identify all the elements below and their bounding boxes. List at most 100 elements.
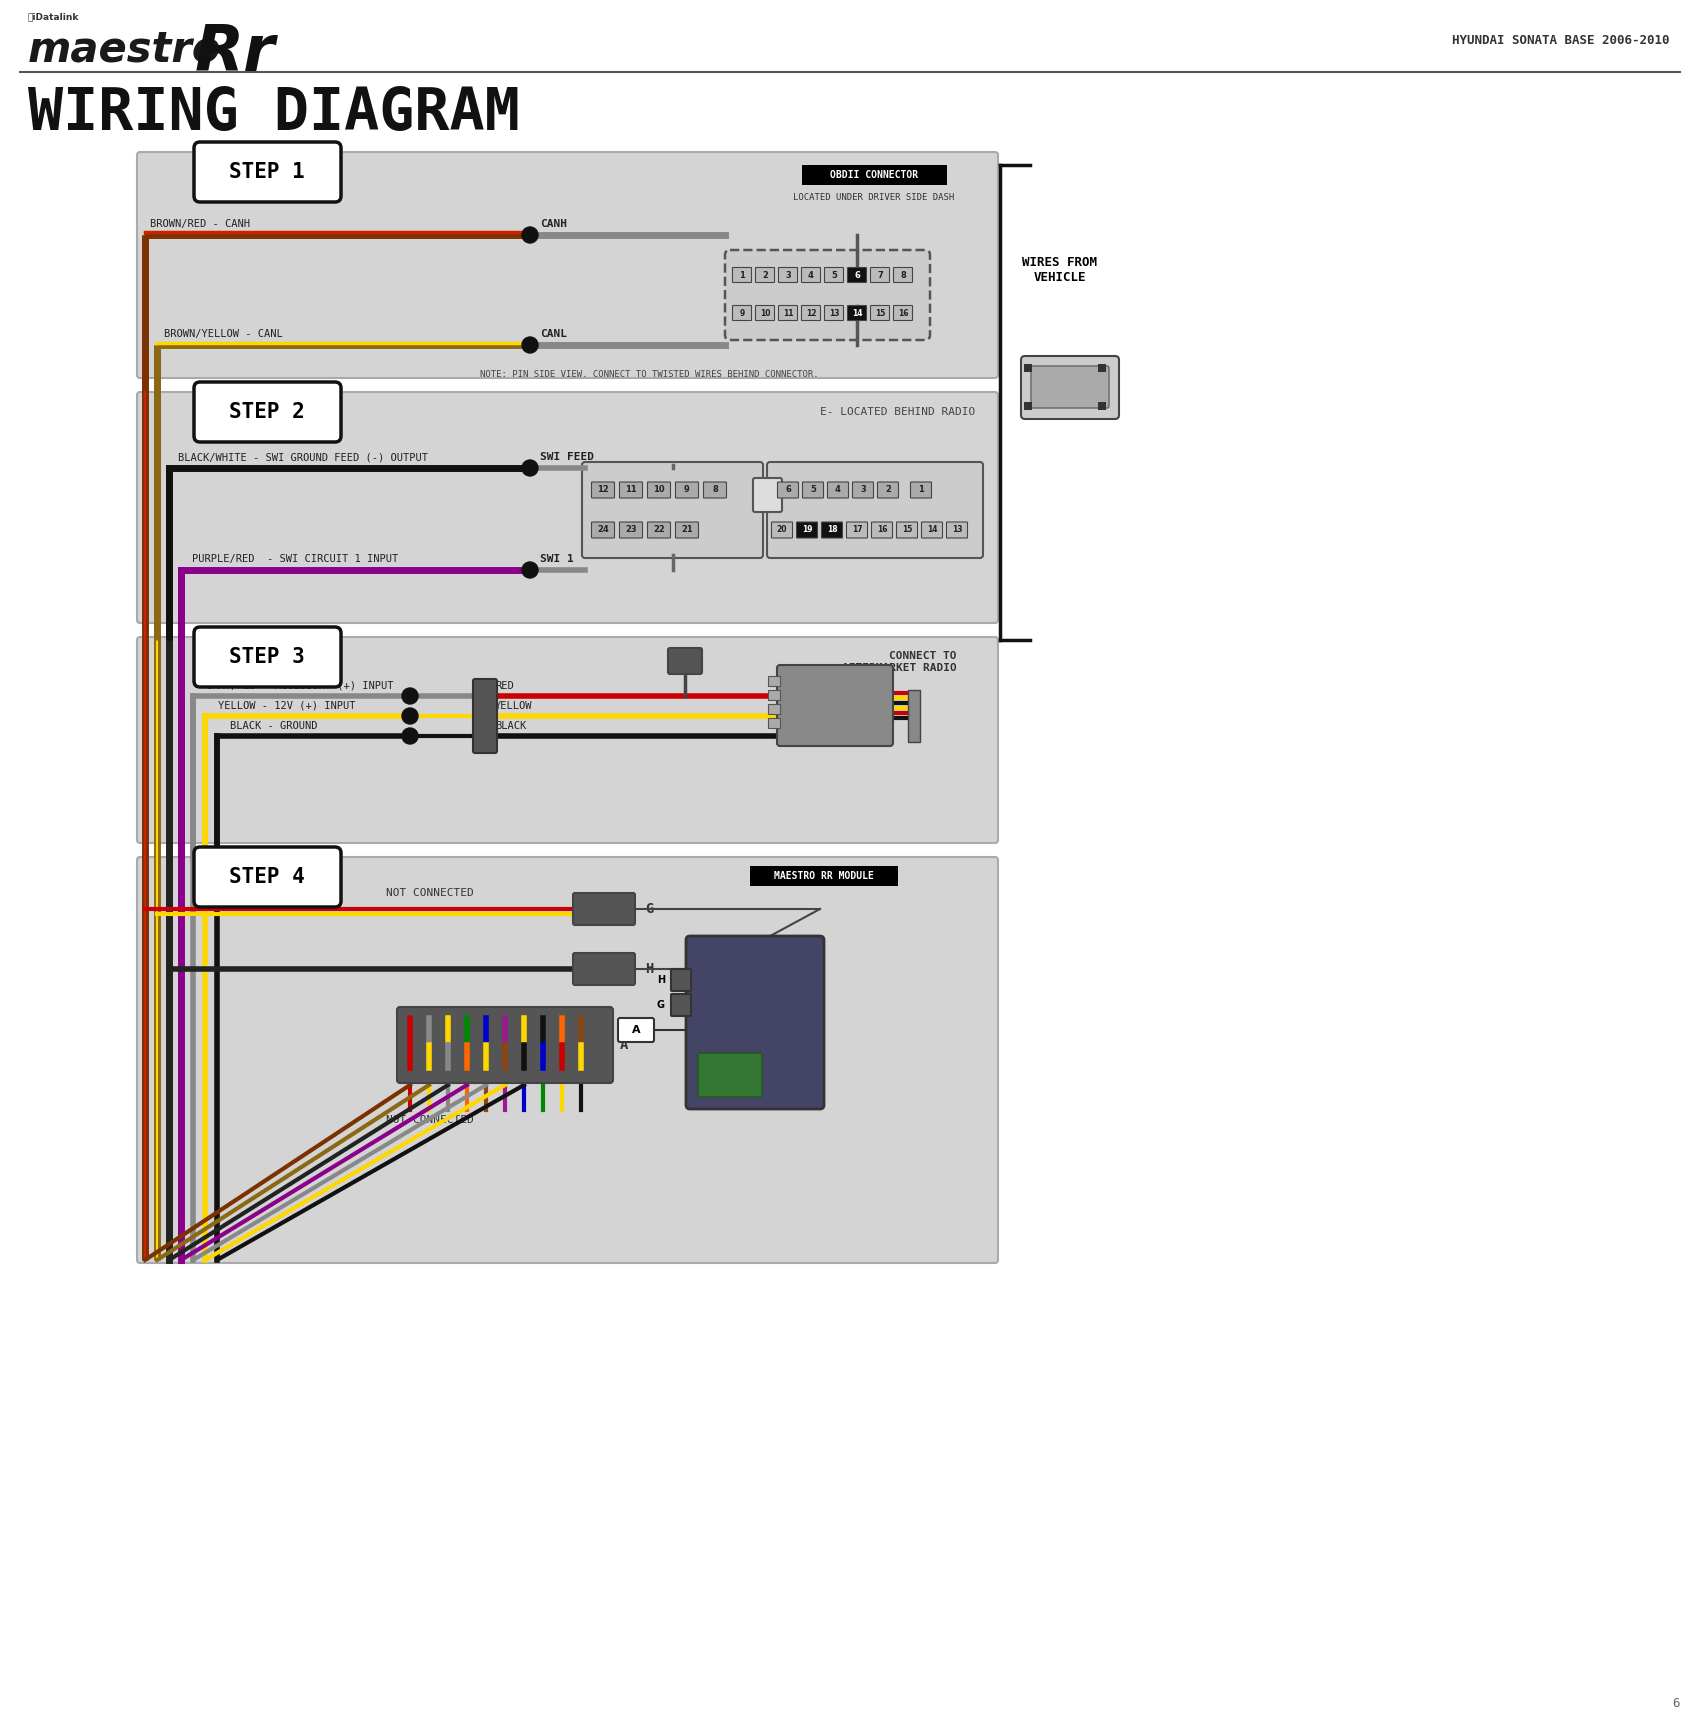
Text: YELLOW: YELLOW — [495, 701, 532, 711]
FancyBboxPatch shape — [619, 483, 643, 498]
Text: STEP 2: STEP 2 — [230, 401, 304, 422]
Bar — [1098, 363, 1107, 372]
Text: 24: 24 — [597, 526, 609, 535]
Text: 19: 19 — [802, 526, 813, 535]
FancyBboxPatch shape — [194, 142, 342, 202]
Text: 13: 13 — [828, 308, 840, 318]
FancyBboxPatch shape — [724, 251, 930, 341]
FancyBboxPatch shape — [852, 483, 874, 498]
Text: 8: 8 — [712, 486, 717, 495]
Text: 6: 6 — [1673, 1697, 1680, 1709]
Bar — [1023, 363, 1032, 372]
Circle shape — [401, 728, 418, 744]
Text: 8: 8 — [899, 270, 906, 280]
FancyBboxPatch shape — [779, 268, 797, 282]
Bar — [908, 690, 920, 742]
FancyBboxPatch shape — [755, 268, 775, 282]
Text: 11: 11 — [626, 486, 638, 495]
Bar — [768, 718, 780, 728]
FancyBboxPatch shape — [138, 637, 998, 843]
Text: 18: 18 — [826, 526, 838, 535]
FancyBboxPatch shape — [872, 522, 892, 538]
Text: 2: 2 — [886, 486, 891, 495]
Text: LOCATED UNDER DRIVER SIDE DASH: LOCATED UNDER DRIVER SIDE DASH — [794, 194, 955, 202]
Text: CANH: CANH — [541, 220, 568, 228]
Text: 12: 12 — [597, 486, 609, 495]
FancyBboxPatch shape — [894, 268, 913, 282]
Text: CONNECT TO
AFTERMARKET RADIO: CONNECT TO AFTERMARKET RADIO — [842, 650, 957, 673]
Bar — [768, 676, 780, 687]
Text: 22: 22 — [653, 526, 665, 535]
Text: 12: 12 — [806, 308, 816, 318]
Text: Rr: Rr — [196, 22, 275, 85]
Text: 1: 1 — [740, 270, 745, 280]
Text: MAESTRO RR MODULE: MAESTRO RR MODULE — [774, 870, 874, 881]
Circle shape — [401, 708, 418, 723]
Text: 3: 3 — [785, 270, 791, 280]
Text: 9: 9 — [683, 486, 690, 495]
Text: 23: 23 — [626, 526, 638, 535]
FancyBboxPatch shape — [777, 664, 892, 746]
Circle shape — [401, 689, 418, 704]
Text: 14: 14 — [927, 526, 937, 535]
FancyBboxPatch shape — [675, 483, 699, 498]
FancyBboxPatch shape — [870, 268, 889, 282]
Text: 5: 5 — [811, 486, 816, 495]
Text: 5: 5 — [831, 270, 836, 280]
FancyBboxPatch shape — [592, 483, 614, 498]
FancyBboxPatch shape — [619, 522, 643, 538]
Text: SWI 1: SWI 1 — [541, 554, 573, 564]
Text: CANL: CANL — [541, 329, 568, 339]
FancyBboxPatch shape — [767, 462, 983, 559]
FancyBboxPatch shape — [847, 522, 867, 538]
Text: HYUNDAI SONATA BASE 2006-2010: HYUNDAI SONATA BASE 2006-2010 — [1452, 33, 1669, 47]
FancyBboxPatch shape — [672, 995, 690, 1016]
Text: E- LOCATED BEHIND RADIO: E- LOCATED BEHIND RADIO — [819, 407, 976, 417]
FancyBboxPatch shape — [797, 522, 818, 538]
Text: BROWN/RED - CANH: BROWN/RED - CANH — [150, 220, 250, 228]
Text: H: H — [656, 976, 665, 984]
FancyBboxPatch shape — [772, 522, 792, 538]
FancyBboxPatch shape — [848, 306, 867, 320]
FancyBboxPatch shape — [194, 848, 342, 907]
Text: 11: 11 — [782, 308, 794, 318]
Text: ⓘiDatalink: ⓘiDatalink — [27, 12, 80, 21]
Text: STEP 4: STEP 4 — [230, 867, 304, 887]
FancyBboxPatch shape — [699, 1054, 762, 1097]
FancyBboxPatch shape — [1022, 356, 1119, 419]
Text: A: A — [620, 1038, 629, 1052]
Text: 20: 20 — [777, 526, 787, 535]
FancyBboxPatch shape — [194, 626, 342, 687]
Text: BLACK/WHITE - SWI GROUND FEED (-) OUTPUT: BLACK/WHITE - SWI GROUND FEED (-) OUTPUT — [178, 452, 428, 462]
Text: RED: RED — [495, 682, 513, 690]
Text: WIRES FROM
VEHICLE: WIRES FROM VEHICLE — [1022, 256, 1098, 284]
FancyBboxPatch shape — [648, 522, 670, 538]
Text: 14: 14 — [852, 308, 862, 318]
FancyBboxPatch shape — [733, 268, 751, 282]
Text: 4: 4 — [808, 270, 814, 280]
FancyBboxPatch shape — [672, 969, 690, 991]
FancyBboxPatch shape — [801, 268, 821, 282]
Text: 7: 7 — [877, 270, 882, 280]
Text: BROWN/YELLOW - CANL: BROWN/YELLOW - CANL — [163, 329, 282, 339]
Bar — [1023, 401, 1032, 410]
Text: SWI FEED: SWI FEED — [541, 452, 593, 462]
Text: 17: 17 — [852, 526, 862, 535]
Text: WIRING DIAGRAM: WIRING DIAGRAM — [27, 85, 520, 142]
Text: 13: 13 — [952, 526, 962, 535]
FancyBboxPatch shape — [668, 649, 702, 675]
FancyBboxPatch shape — [896, 522, 918, 538]
FancyBboxPatch shape — [755, 306, 775, 320]
FancyBboxPatch shape — [777, 483, 799, 498]
Text: 21: 21 — [682, 526, 694, 535]
FancyBboxPatch shape — [733, 306, 751, 320]
Text: 16: 16 — [898, 308, 908, 318]
FancyBboxPatch shape — [573, 893, 636, 926]
FancyBboxPatch shape — [592, 522, 614, 538]
Circle shape — [522, 227, 537, 242]
FancyBboxPatch shape — [824, 268, 843, 282]
Text: 16: 16 — [877, 526, 887, 535]
Bar — [768, 704, 780, 714]
FancyBboxPatch shape — [753, 477, 782, 512]
FancyBboxPatch shape — [573, 953, 636, 984]
